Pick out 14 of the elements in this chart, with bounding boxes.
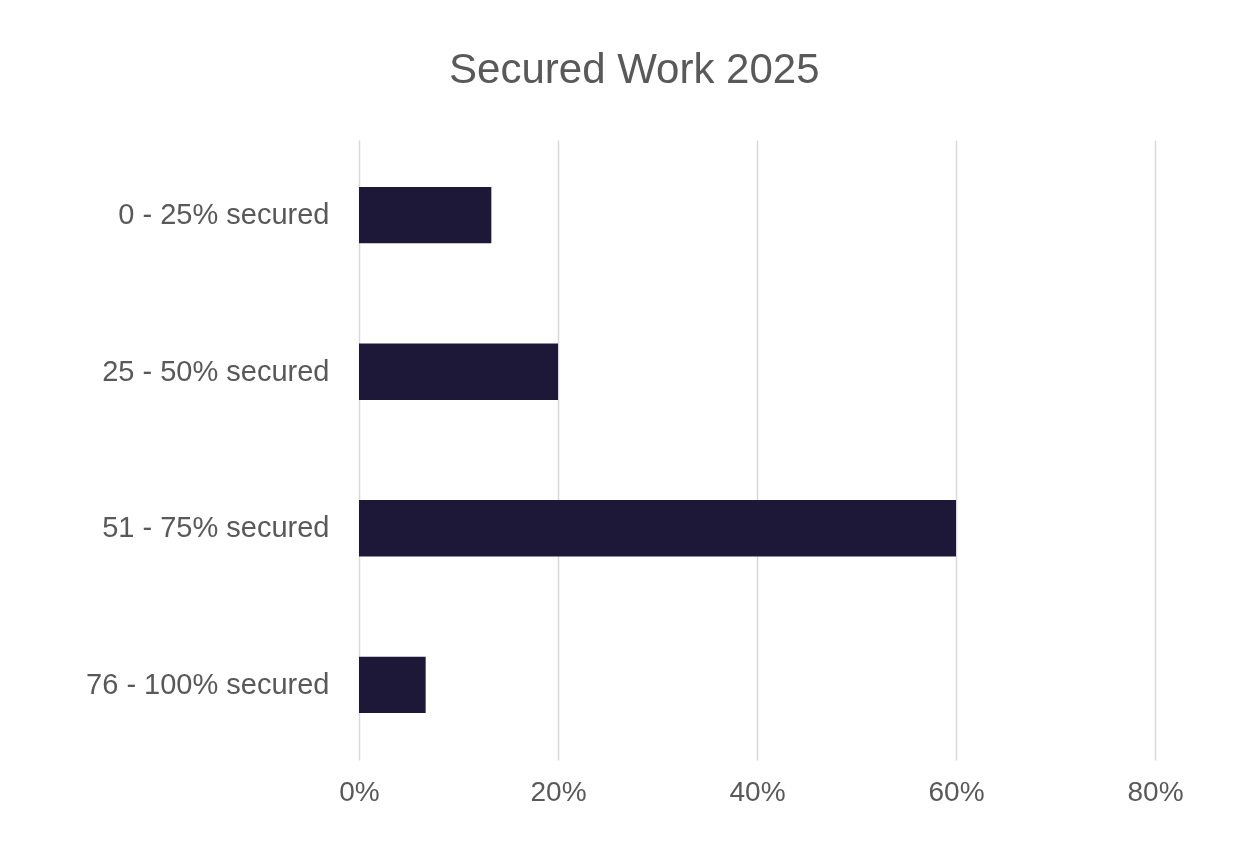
bar: [359, 343, 558, 400]
x-tick-label: 0%: [339, 775, 380, 807]
chart-title: Secured Work 2025: [449, 45, 820, 92]
x-tick-label: 40%: [729, 775, 786, 807]
x-tick-label: 20%: [530, 775, 587, 807]
y-tick-label: 51 - 75% secured: [102, 511, 330, 544]
y-tick-label: 25 - 50% secured: [102, 354, 330, 387]
x-tick-label: 80%: [1127, 775, 1184, 807]
y-tick-label: 76 - 100% secured: [86, 667, 330, 700]
x-tick-label: 60%: [928, 775, 985, 807]
bar: [359, 186, 492, 244]
bar: [359, 656, 426, 714]
y-tick-label: 0 - 25% secured: [118, 198, 330, 231]
bar: [359, 500, 956, 557]
